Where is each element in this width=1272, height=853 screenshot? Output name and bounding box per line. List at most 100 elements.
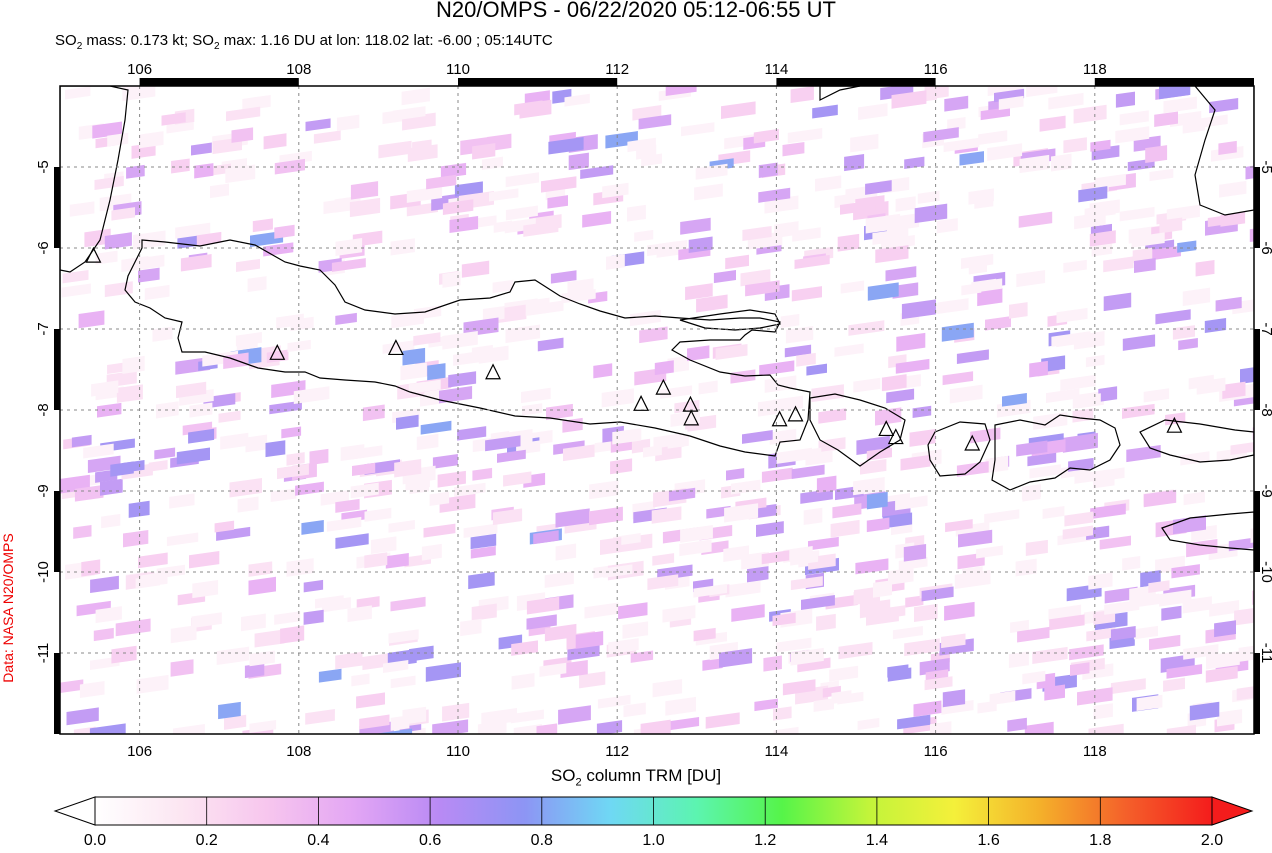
so2-pixel (721, 101, 756, 119)
so2-pixel (138, 552, 168, 569)
so2-pixel (1133, 625, 1159, 640)
so2-pixel (192, 579, 219, 599)
so2-pixel (111, 645, 137, 664)
so2-pixel (560, 659, 588, 679)
so2-pixel (668, 487, 696, 502)
so2-pixel (891, 90, 927, 109)
so2-pixel (123, 529, 149, 548)
so2-pixel (865, 180, 892, 195)
lat-tick-label-left: -5 (35, 160, 52, 173)
so2-pixel (923, 127, 959, 143)
so2-pixel (1110, 678, 1146, 695)
lat-tick-label-left: -8 (35, 403, 52, 416)
so2-pixel (89, 723, 126, 734)
so2-pixel (1149, 168, 1174, 182)
so2-pixel (1154, 111, 1178, 127)
so2-pixel (293, 386, 330, 405)
so2-pixel (687, 345, 710, 362)
so2-pixel (740, 269, 771, 287)
so2-pixel (152, 326, 173, 342)
so2-pixel (1252, 422, 1254, 440)
so2-pixel (425, 662, 461, 682)
so2-pixel (249, 719, 277, 734)
so2-pixel (92, 121, 123, 139)
frame-bar-top (139, 78, 299, 86)
so2-pixel (742, 225, 772, 242)
map-title: N20/OMPS - 06/22/2020 05:12-06:55 UT (436, 0, 836, 22)
so2-pixel (1196, 114, 1228, 129)
so2-pixel (730, 479, 761, 495)
so2-pixel (1119, 110, 1149, 126)
so2-pixel (218, 410, 241, 423)
lon-tick-label-bottom: 114 (764, 743, 788, 760)
so2-pixel (161, 112, 186, 126)
so2-pixel (1188, 374, 1214, 390)
frame-bar-top (1094, 78, 1254, 86)
so2-pixel (323, 199, 343, 215)
so2-pixel (93, 627, 114, 642)
so2-pixel (790, 86, 814, 103)
lat-tick-label-left: -11 (35, 643, 52, 664)
so2-pixel (136, 674, 169, 694)
volcano-marker (787, 405, 804, 422)
so2-pixel (1166, 724, 1197, 734)
so2-pixel (1110, 625, 1136, 641)
so2-pixel (882, 512, 913, 529)
so2-pixel (1024, 721, 1054, 734)
so2-pixel (987, 86, 1024, 97)
frame-bar-right (1254, 491, 1260, 572)
so2-pixel (1206, 650, 1240, 670)
so2-pixel (832, 503, 862, 519)
so2-pixel (352, 462, 376, 477)
so2-pixel (724, 503, 759, 523)
so2-pixel (244, 663, 265, 679)
so2-pixel (407, 144, 438, 162)
colorbar-tick-label: 1.0 (642, 832, 665, 849)
so2-pixel (651, 506, 682, 524)
lon-tick-label-bottom: 110 (446, 743, 470, 760)
so2-pixel (62, 269, 89, 284)
so2-pixel (652, 679, 683, 698)
so2-pixel (725, 254, 750, 270)
so2-pixel (685, 283, 713, 301)
so2-pixel (1115, 91, 1136, 108)
so2-pixel (269, 400, 302, 415)
lon-tick-label-bottom: 116 (924, 743, 948, 760)
so2-pixel (924, 676, 953, 691)
so2-pixel (634, 229, 654, 242)
so2-pixel (696, 294, 728, 313)
so2-pixel (111, 207, 136, 221)
lon-tick-label-top: 116 (924, 61, 948, 78)
so2-pixel (589, 506, 623, 526)
so2-pixel (980, 106, 1011, 121)
so2-pixel (79, 680, 105, 698)
so2-pixel (471, 603, 497, 621)
so2-pixel (1155, 309, 1191, 325)
so2-pixel (1073, 331, 1105, 350)
so2-pixel (838, 641, 873, 660)
so2-pixel (1119, 206, 1155, 222)
so2-pixel (921, 586, 954, 602)
so2-pixel (546, 403, 573, 421)
sumba-coastline (1161, 511, 1254, 551)
so2-pixel (610, 458, 633, 475)
so2-pixel (359, 714, 390, 730)
so2-pixel (210, 183, 229, 199)
so2-pixel (442, 331, 478, 350)
so2-pixel (1044, 684, 1066, 701)
so2-pixel (1218, 140, 1237, 155)
so2-pixel (191, 142, 212, 156)
so2-pixel (985, 316, 1011, 331)
frame-bar-left (54, 167, 60, 248)
so2-pixel (1172, 325, 1196, 340)
so2-pixel (91, 380, 119, 397)
so2-pixel (274, 158, 305, 175)
so2-pixel (223, 352, 249, 370)
so2-pixel (945, 519, 973, 533)
so2-pixel (73, 524, 92, 539)
so2-pixel (1122, 334, 1156, 351)
so2-pixel (139, 131, 164, 149)
axis-ticks: 106 106 108 108 110 110 112 112 114 114 116 116 118 1… (35, 61, 1272, 760)
so2-pixel (216, 526, 251, 541)
so2-pixel (1183, 491, 1205, 506)
